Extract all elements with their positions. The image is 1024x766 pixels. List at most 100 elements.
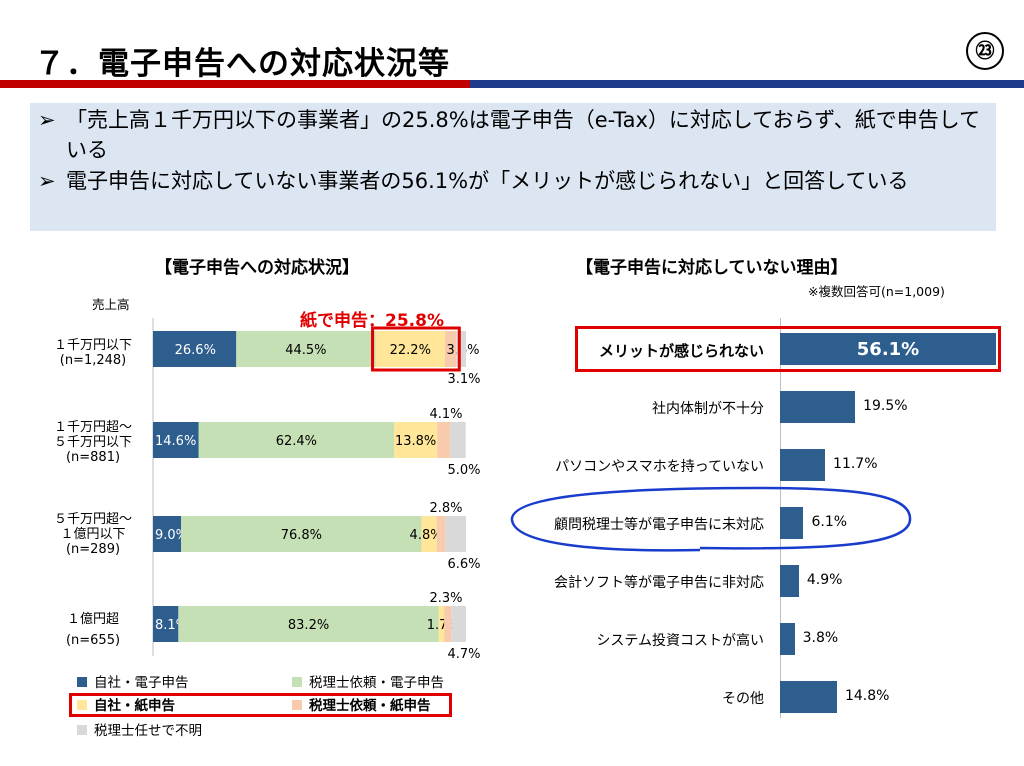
- bar: [780, 565, 799, 597]
- group-label-line: (n=289): [65, 542, 121, 557]
- data-label: 83.2%: [288, 618, 329, 633]
- top-reason-highlight-box: [575, 326, 1001, 372]
- group-label-3: ５千万円超～ １億円以下 (n=289): [40, 512, 146, 557]
- data-label: 14.6%: [155, 434, 196, 449]
- group-label-1: １千万円以下 (n=1,248): [40, 338, 146, 368]
- legend-label: 税理士依頼・電子申告: [309, 675, 444, 691]
- group-label-line: １億円超: [66, 612, 119, 627]
- summary-bullet-text: 「売上高１千万円以下の事業者」の25.8%は電子申告（e-Tax）に対応しておら…: [66, 108, 981, 162]
- category-label: 社内体制が不十分: [652, 401, 764, 417]
- group-label-line: (n=881): [65, 450, 121, 465]
- bar-segment: [445, 516, 466, 552]
- category-label: パソコンやスマホを持っていない: [555, 459, 764, 475]
- summary-bullet-2: ➢ 電子申告に対応していない事業者の56.1%が「メリットが感じられない」と回答…: [38, 166, 988, 196]
- bar-segment: [198, 422, 395, 458]
- group-label-line: (n=655): [65, 633, 121, 648]
- bar-segment: [456, 331, 466, 367]
- value-label: 3.8%: [802, 630, 839, 646]
- value-label: 19.5%: [863, 398, 908, 414]
- bar: [780, 681, 837, 713]
- header-rule-red: [0, 80, 470, 88]
- multiple-answer-note: ※複数回答可(n=1,009): [808, 284, 945, 299]
- paper-filing-callout: 紙で申告：25.8%: [300, 311, 444, 331]
- right-chart-title: 【電子申告に対応していない理由】: [576, 258, 848, 278]
- data-label: 4.1%: [429, 407, 462, 422]
- page-number: ㉓: [966, 32, 1004, 70]
- data-label: 62.4%: [276, 434, 317, 449]
- data-label: 5.0%: [447, 463, 480, 478]
- bar-segment: [438, 606, 445, 642]
- data-label: 2.3%: [429, 591, 462, 606]
- legend-swatch: [77, 677, 87, 687]
- legend-label: 自社・電子申告: [94, 675, 189, 691]
- bar: [780, 391, 856, 423]
- bar: [780, 449, 826, 481]
- legend-swatch: [292, 677, 302, 687]
- data-label: 22.2%: [390, 343, 431, 358]
- category-label: メリットが感じられない: [598, 342, 764, 360]
- callout-highlight-box: [371, 326, 461, 372]
- category-label: システム投資コストが高い: [596, 633, 764, 649]
- value-label: 6.1%: [811, 514, 848, 530]
- group-label-line: １千万円以下: [53, 338, 132, 353]
- value-label: 56.1%: [856, 339, 920, 360]
- bar-segment: [153, 422, 199, 458]
- bar: [780, 507, 804, 539]
- data-label: 4.7%: [447, 647, 480, 662]
- value-label: 14.8%: [844, 688, 890, 704]
- left-chart-title: 【電子申告への対応状況】: [155, 258, 359, 278]
- bar-segment: [450, 422, 466, 458]
- group-label-line: １億円以下: [60, 527, 126, 542]
- group-label-line: ５千万円超～: [53, 512, 132, 527]
- data-label: 26.6%: [175, 343, 216, 358]
- bar-segment: [375, 331, 446, 367]
- bar-segment: [236, 331, 376, 367]
- bar: [780, 333, 996, 365]
- slide-title: ７．電子申告への対応状況等: [34, 46, 450, 82]
- bar-segment: [153, 516, 182, 552]
- data-label: 13.8%: [395, 434, 436, 449]
- bar-segment: [437, 422, 451, 458]
- bar-segment: [394, 422, 438, 458]
- bar-segment: [436, 516, 446, 552]
- bar-segment: [444, 606, 452, 642]
- legend-label: 税理士任せで不明: [94, 723, 202, 739]
- legend-label: 税理士依頼・紙申告: [309, 698, 431, 714]
- bar-segment: [181, 516, 422, 552]
- bar-segment: [421, 516, 437, 552]
- group-label-4: １億円超 (n=655): [40, 612, 146, 648]
- bar-segment: [451, 606, 466, 642]
- data-label: 4.8%: [410, 528, 443, 543]
- bar-segment: [178, 606, 439, 642]
- bar: [780, 623, 795, 655]
- data-label: 9.0%: [155, 528, 188, 543]
- legend-swatch: [77, 725, 87, 735]
- group-label-2: １千万円超～ ５千万円以下 (n=881): [40, 420, 146, 465]
- category-label: 顧問税理士等が電子申告に未対応: [554, 517, 764, 533]
- group-label-line: ５千万円以下: [53, 435, 132, 450]
- legend-swatch: [292, 700, 302, 710]
- bar-segment: [445, 331, 457, 367]
- y-axis-title: 売上高: [92, 297, 130, 312]
- summary-bullet-1: ➢ 「売上高１千万円以下の事業者」の25.8%は電子申告（e-Tax）に対応して…: [38, 105, 988, 165]
- bar-segment: [153, 606, 179, 642]
- header-rule-blue: [470, 80, 1024, 88]
- bar-segment: [153, 331, 237, 367]
- group-label-line: １千万円超～: [53, 420, 132, 435]
- legend-label: 自社・紙申告: [94, 698, 175, 714]
- arrow-bullet-icon: ➢: [38, 108, 56, 132]
- data-label: 76.8%: [281, 528, 322, 543]
- value-label: 11.7%: [833, 456, 878, 472]
- category-label: その他: [722, 691, 764, 707]
- data-label: 3.1%: [447, 372, 480, 387]
- circle-annotation: [510, 486, 912, 552]
- group-label-line: (n=1,248): [59, 353, 127, 368]
- arrow-bullet-icon: ➢: [38, 169, 56, 193]
- legend-swatch: [77, 700, 87, 710]
- summary-box: ➢ 「売上高１千万円以下の事業者」の25.8%は電子申告（e-Tax）に対応して…: [30, 103, 996, 231]
- value-label: 4.9%: [806, 572, 843, 588]
- paper-filing-highlight-box: [69, 693, 452, 717]
